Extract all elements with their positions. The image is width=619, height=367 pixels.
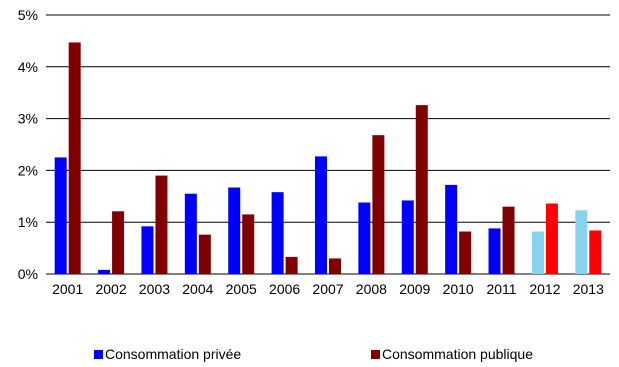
x-tick-label: 2007 xyxy=(312,281,343,297)
bar-private-2011 xyxy=(488,228,501,274)
gridlines xyxy=(46,14,610,275)
bar-private-2010 xyxy=(445,184,458,274)
legend-label-public: Consommation publique xyxy=(382,346,533,362)
y-tick-label: 4% xyxy=(18,59,38,75)
bar-public-2002 xyxy=(112,211,125,274)
legend-item-public: Consommation publique xyxy=(371,346,533,362)
legend-label-private: Consommation privée xyxy=(105,346,242,362)
bar-private-2003 xyxy=(141,226,154,274)
x-tick-label: 2012 xyxy=(529,281,560,297)
bar-public-2008 xyxy=(372,135,385,274)
bar-public-2004 xyxy=(198,234,211,274)
x-tick-label: 2002 xyxy=(95,281,126,297)
bar-public-2007 xyxy=(329,258,341,274)
x-tick-label: 2008 xyxy=(356,281,387,297)
x-tick-label: 2009 xyxy=(399,281,430,297)
x-tick-label: 2003 xyxy=(139,281,170,297)
y-axis-ticks: 0% 1% 2% 3% 4% 5% xyxy=(18,7,38,282)
bar-private-2005 xyxy=(228,187,241,274)
x-tick-label: 2004 xyxy=(182,281,213,297)
bar-private-2012 xyxy=(531,231,544,274)
legend-swatch-private xyxy=(94,349,103,359)
bar-public-2011 xyxy=(502,206,515,274)
y-tick-label: 5% xyxy=(18,7,38,23)
bar-public-2013 xyxy=(589,230,602,274)
bar-public-2006 xyxy=(285,256,298,274)
x-axis-ticks: 2001 2002 2003 2004 2005 2006 2007 2008 2009 2010… xyxy=(52,281,604,297)
y-tick-label: 1% xyxy=(18,214,38,230)
bar-private-2008 xyxy=(358,202,371,274)
legend-swatch-public xyxy=(371,349,380,359)
bar-private-2001 xyxy=(54,157,67,274)
y-tick-label: 3% xyxy=(18,111,38,127)
bar-private-2009 xyxy=(401,200,414,274)
x-tick-label: 2005 xyxy=(226,281,257,297)
x-tick-label: 2011 xyxy=(486,281,516,297)
y-tick-label: 2% xyxy=(18,162,38,178)
x-tick-label: 2010 xyxy=(443,281,474,297)
bar-public-2009 xyxy=(415,105,428,274)
bar-public-2010 xyxy=(459,231,472,274)
bar-public-2012 xyxy=(545,203,558,274)
x-tick-label: 2006 xyxy=(269,281,300,297)
bar-private-2002 xyxy=(98,269,111,274)
bar-public-2003 xyxy=(155,175,168,274)
bar-private-2006 xyxy=(271,192,284,274)
bar-public-2005 xyxy=(242,214,255,274)
bar-public-2001 xyxy=(68,42,81,275)
x-tick-label: 2013 xyxy=(573,281,604,297)
bar-private-2007 xyxy=(315,156,327,274)
bars xyxy=(54,42,602,275)
legend-item-private: Consommation privée xyxy=(94,346,241,362)
y-tick-label: 0% xyxy=(18,266,38,282)
x-tick-label: 2001 xyxy=(52,281,83,297)
bar-private-2013 xyxy=(575,210,588,274)
bar-private-2004 xyxy=(184,193,197,274)
